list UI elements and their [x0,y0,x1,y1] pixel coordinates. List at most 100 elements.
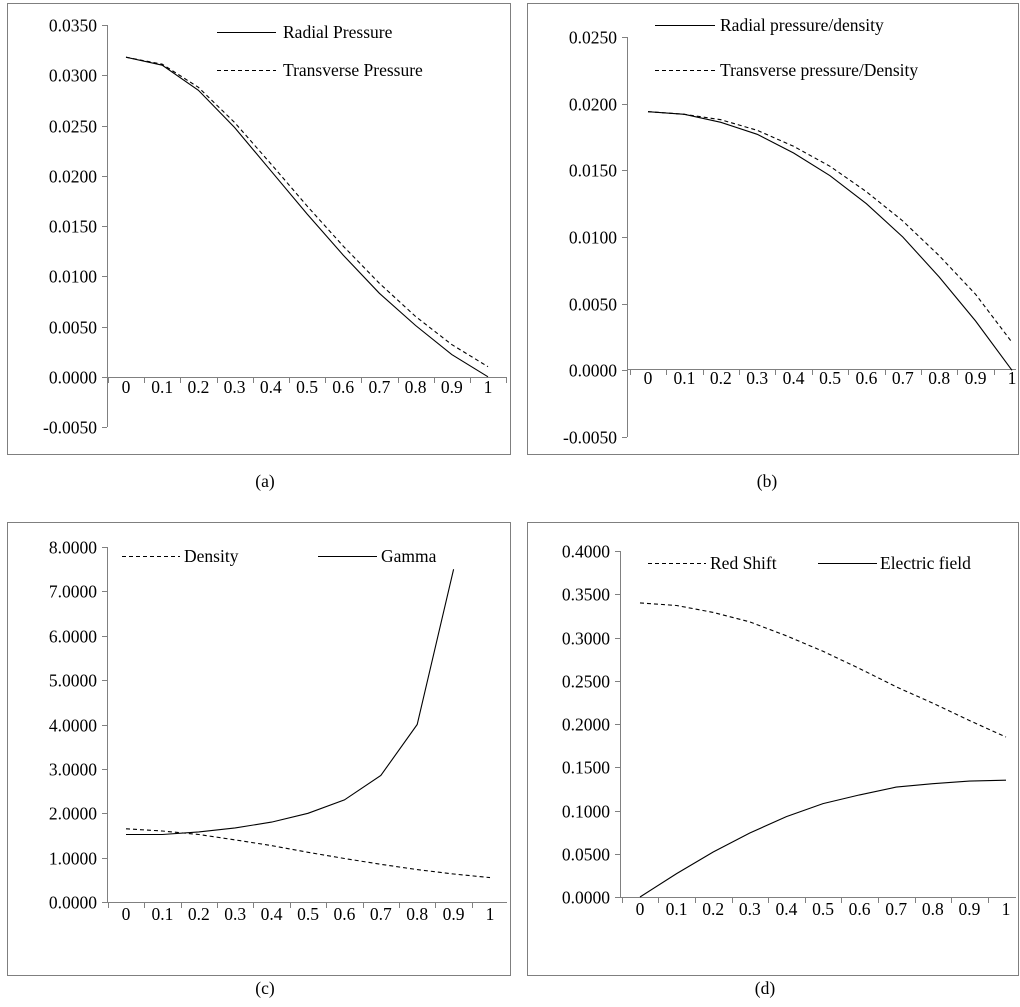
y-tick-label: 0.0200 [49,167,97,187]
y-tick-label: 0.3500 [562,585,610,605]
x-tick-label: 0.7 [368,377,390,397]
x-tick-label: 0.1 [151,904,173,924]
panel-caption: (b) [757,471,778,491]
legend-label: Density [184,546,239,566]
x-tick-label: 0.5 [296,377,318,397]
x-tick-label: 0.3 [224,377,246,397]
x-tick-label: 0 [122,377,131,397]
chart-panel-b: -0.0050 0.0000 0.0050 0.0100 0.0150 0.0200 0.0… [527,3,1019,491]
x-tick-label: 0.5 [812,899,834,919]
series-line-transverse-pressure [125,56,489,368]
y-tick-label: 0.0350 [49,16,97,36]
x-tick-label: 0.4 [261,904,283,924]
y-tick-label: 8.0000 [49,538,97,558]
x-tick-label: 0.9 [965,368,987,388]
legend-label: Transverse Pressure [283,60,423,80]
x-tick-label: 0.2 [702,899,724,919]
y-tick-label: 0.1500 [562,758,610,778]
y-tick-label: 0.0050 [49,318,97,338]
chart-frame [527,3,1019,455]
panel-caption: (c) [255,978,275,998]
x-tick-label: 0.2 [710,368,732,388]
y-tick-label: -0.0050 [563,428,617,448]
chart-frame [7,522,511,976]
y-tick-label: 0.1000 [562,802,610,822]
x-tick-label: 0.8 [405,377,427,397]
x-tick-label: 0.3 [224,904,246,924]
x-tick-label: 0.7 [892,368,914,388]
chart-panel-c: 0.0000 1.0000 2.0000 3.0000 4.0000 5.0000 6.00… [7,522,511,998]
y-tick-label: -0.0050 [43,418,97,438]
x-tick-label: 0.6 [333,904,355,924]
y-tick-label: 6.0000 [49,627,97,647]
x-tick-label: 1 [1002,899,1011,919]
x-tick-label: 0.4 [783,368,805,388]
series-line-radial-pressure [125,56,489,378]
y-tick-label: 0.4000 [562,542,610,562]
x-tick-label: 0.9 [441,377,463,397]
x-tick-label: 0.9 [443,904,465,924]
series-line-electric-field [639,779,1007,898]
y-tick-label: 2.0000 [49,804,97,824]
x-tick-label: 0.8 [928,368,950,388]
panel-caption: (d) [755,978,776,998]
legend-label: Red Shift [710,553,777,573]
y-tick-label: 0.0050 [569,295,617,315]
chart-panel-d: 0.00000.05000.10000.15000.20000.25000.30… [527,522,1019,998]
series-line-density [125,828,491,879]
x-tick-label: 0.6 [855,368,877,388]
legend-label: Radial pressure/density [720,15,884,35]
y-tick-label: 0.0250 [569,28,617,48]
y-tick-label: 0.2000 [562,715,610,735]
series-line-gamma [126,569,455,836]
x-tick-label: 0.8 [406,904,428,924]
y-tick-label: 0.3000 [562,629,610,649]
y-tick-label: 0.0150 [569,161,617,181]
legend-label: Gamma [381,546,437,566]
x-tick-label: 0.4 [260,377,282,397]
x-tick-label: 0.1 [666,899,688,919]
legend-label: Transverse pressure/Density [720,60,918,80]
x-tick-label: 0.7 [370,904,392,924]
x-tick-label: 0.2 [188,904,210,924]
x-tick-label: 0.9 [958,899,980,919]
y-tick-label: 0.2500 [562,672,610,692]
series-line-red-shift [639,602,1007,738]
x-tick-label: 0.3 [739,899,761,919]
x-tick-label: 0.5 [297,904,319,924]
x-tick-label: 0.7 [885,899,907,919]
chart-frame [7,3,511,455]
x-tick-label: 0.8 [922,899,944,919]
y-tick-label: 0.0500 [562,845,610,865]
legend-label: Electric field [880,553,971,573]
x-tick-label: 1 [1008,368,1017,388]
y-tick-label: 0.0000 [49,368,97,388]
y-tick-label: 7.0000 [49,582,97,602]
x-tick-label: 0.6 [332,377,354,397]
x-tick-label: 1 [484,377,493,397]
x-tick-label: 0.1 [673,368,695,388]
series-line-transverse-pressure-density [647,111,1013,343]
y-tick-label: 0.0100 [49,267,97,287]
x-tick-label: 0 [122,904,131,924]
panel-caption: (a) [255,471,275,491]
y-tick-label: 0.0300 [49,66,97,86]
legend-label: Radial Pressure [283,22,393,42]
y-tick-label: 0.0100 [569,228,617,248]
y-tick-label: 0.0200 [569,95,617,115]
x-tick-label: 0 [644,368,653,388]
x-tick-label: 0.4 [775,899,797,919]
y-tick-label: 0.0000 [49,893,97,913]
y-tick-label: 3.0000 [49,760,97,780]
y-tick-label: 1.0000 [49,849,97,869]
chart-frame [527,522,1019,976]
x-tick-label: 0 [636,899,645,919]
x-tick-label: 1 [486,904,495,924]
x-tick-label: 0.1 [151,377,173,397]
y-tick-label: 0.0000 [569,361,617,381]
x-tick-label: 0.3 [746,368,768,388]
x-tick-label: 0.5 [819,368,841,388]
x-tick-label: 0.2 [187,377,209,397]
chart-panel-a: -0.0050 0.0000 0.0050 0.0100 0.0150 0.0200 0.0… [7,3,511,491]
